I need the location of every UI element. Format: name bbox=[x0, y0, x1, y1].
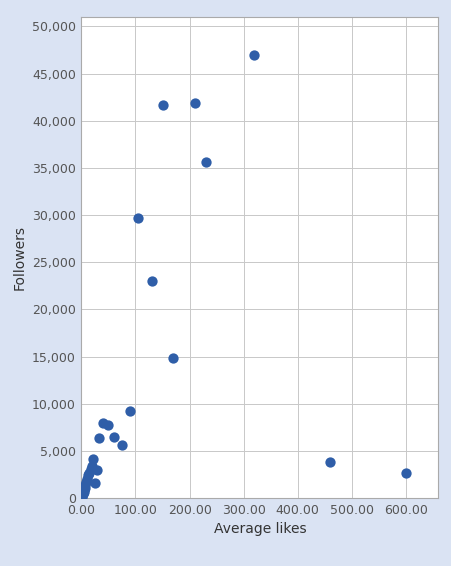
Point bbox=[82, 478, 89, 487]
Point bbox=[401, 468, 409, 477]
Point bbox=[326, 458, 333, 467]
Point bbox=[202, 158, 209, 167]
Point bbox=[110, 432, 117, 441]
Point bbox=[89, 455, 97, 464]
Point bbox=[134, 213, 142, 222]
Point bbox=[91, 478, 98, 487]
Point bbox=[83, 475, 90, 484]
Point bbox=[80, 488, 87, 497]
Point bbox=[87, 464, 95, 473]
Point bbox=[148, 277, 155, 286]
Point bbox=[105, 420, 112, 429]
Point bbox=[250, 50, 258, 59]
Point bbox=[81, 481, 88, 490]
Point bbox=[95, 433, 102, 442]
Point bbox=[86, 468, 93, 477]
Y-axis label: Followers: Followers bbox=[12, 225, 26, 290]
Point bbox=[169, 354, 176, 363]
Point bbox=[84, 471, 91, 480]
Point bbox=[81, 483, 88, 492]
Point bbox=[99, 418, 106, 427]
Point bbox=[126, 407, 133, 416]
Point bbox=[79, 490, 87, 499]
Point bbox=[159, 100, 166, 109]
Point bbox=[78, 492, 86, 501]
X-axis label: Average likes: Average likes bbox=[213, 522, 305, 536]
Point bbox=[93, 465, 100, 474]
Point bbox=[80, 485, 87, 494]
Point bbox=[191, 98, 198, 108]
Point bbox=[118, 441, 125, 450]
Point bbox=[88, 461, 96, 470]
